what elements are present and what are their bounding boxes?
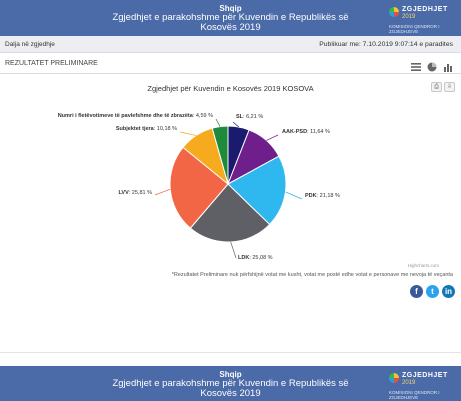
pie-connector <box>154 188 171 196</box>
pie-label: SL: 6,21 % <box>236 114 263 120</box>
facebook-icon[interactable]: f <box>410 285 423 298</box>
published-timestamp: Publikuar me: 7.10.2019 9:07:14 e paradi… <box>319 41 453 48</box>
turnout-link[interactable]: Dalja në zgjedhje <box>5 41 55 48</box>
results-label: REZULTATET PRELIMINARE <box>5 60 98 67</box>
footer-logo-mark-icon <box>389 373 399 383</box>
pie-label: PDK: 21,18 % <box>305 193 340 199</box>
footer-language-link[interactable]: Shqip <box>219 370 242 379</box>
pie-label: LDK: 25,08 % <box>238 255 273 261</box>
pie-connector <box>179 131 197 136</box>
view-toggle-group <box>411 59 453 72</box>
logo-subtext: KOMISIONI QENDROR I ZGJEDHJEVE <box>389 24 440 34</box>
pie-connector <box>215 118 221 127</box>
header-banner: Shqip Zgjedhjet e parakohshme për Kuvend… <box>0 0 461 36</box>
logo-text: ZGJEDHJET <box>402 6 448 13</box>
pie-chart: SL: 6,21 % AAK-PSD: 11,64 % PDK: 21,18 % LD… <box>58 113 340 261</box>
chart-footnote: *Rezultatet Preliminare nuk përfshijnë v… <box>171 272 453 278</box>
logo-year: 2019 <box>402 14 416 20</box>
logo-mark-icon <box>389 7 399 17</box>
social-share: f t in <box>410 285 455 298</box>
pie-view-icon[interactable] <box>427 59 437 72</box>
results-bar: REZULTATET PRELIMINARE <box>0 55 461 74</box>
pie-slice-ldk[interactable] <box>189 183 271 243</box>
footer-logo-text: ZGJEDHJET <box>402 372 448 379</box>
pie-chart-container: Zgjedhjet për Kuvendin e Kosovës 2019 KO… <box>0 76 461 302</box>
chart-credit[interactable]: Highcharts.com <box>407 263 439 268</box>
pie-label: Numri i fletëvotimeve të pavlefshme dhe … <box>58 113 213 119</box>
pie-slice-pdk[interactable] <box>227 155 287 226</box>
footer-title: Zgjedhjet e parakohshme për Kuvendin e R… <box>112 378 349 399</box>
list-view-icon[interactable] <box>411 59 421 71</box>
pie-label: LVV: 25,81 % <box>118 190 152 196</box>
pie-connector <box>232 121 239 128</box>
pie-slice-lvv[interactable] <box>169 146 229 229</box>
footer-logo-subtext: KOMISIONI QENDROR I ZGJEDHJEVE <box>389 390 440 400</box>
bar-view-icon[interactable] <box>443 59 453 72</box>
footer-kqz-logo[interactable]: ZGJEDHJET 2019 KOMISIONI QENDROR I ZGJED… <box>385 369 455 400</box>
pie-slice-numri-i-flet-votimeve-t-pavlefshme-dhe-t-zbraz-ta[interactable] <box>211 125 229 185</box>
page-title: Zgjedhjet e parakohshme për Kuvendin e R… <box>112 12 349 33</box>
info-bar: Dalja në zgjedhje Publikuar me: 7.10.201… <box>0 36 461 53</box>
pie-connector <box>285 191 303 200</box>
pie-label: AAK-PSD: 11,64 % <box>282 129 330 135</box>
pie-connector <box>230 241 237 259</box>
chart-title: Zgjedhjet për Kuvendin e Kosovës 2019 KO… <box>147 84 314 93</box>
twitter-icon[interactable]: t <box>426 285 439 298</box>
pie-connector <box>266 134 279 141</box>
download-icon[interactable]: ⇩ <box>444 82 455 92</box>
kqz-logo[interactable]: ZGJEDHJET 2019 KOMISIONI QENDROR I ZGJED… <box>385 3 455 34</box>
footer-banner: Shqip Zgjedhjet e parakohshme për Kuvend… <box>0 366 461 401</box>
print-icon[interactable]: ⎙ <box>431 82 442 92</box>
linkedin-icon[interactable]: in <box>442 285 455 298</box>
pie-label: Subjektet tjera: 10,18 % <box>116 126 177 132</box>
language-link[interactable]: Shqip <box>219 4 242 13</box>
divider <box>0 352 461 353</box>
chart-export-buttons: ⎙ ⇩ <box>431 82 455 92</box>
footer-logo-year: 2019 <box>402 380 416 386</box>
